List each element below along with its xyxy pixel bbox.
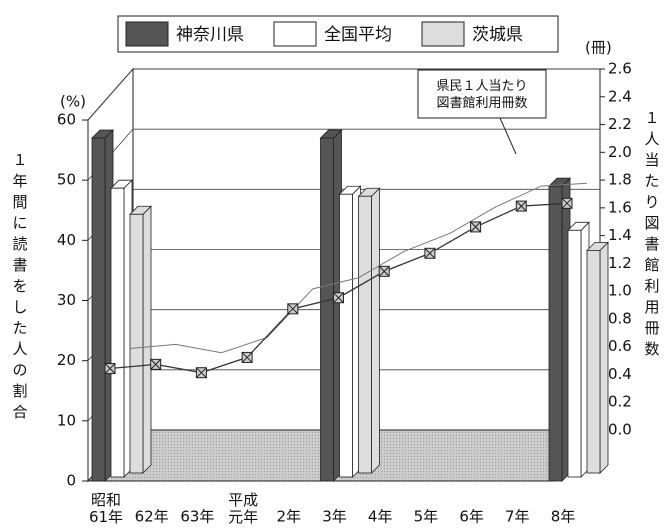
legend-swatch <box>125 21 169 47</box>
y2-tick-label: 0.6 <box>608 337 632 355</box>
line-marker <box>150 358 162 370</box>
y2-tick-label: 2.0 <box>608 143 632 161</box>
line-marker <box>287 303 299 315</box>
annotation-box <box>417 69 547 119</box>
legend-swatch <box>421 21 465 47</box>
y-tick-label: 40 <box>57 231 76 249</box>
line-marker <box>378 265 390 277</box>
line-marker <box>333 292 344 304</box>
line-marker <box>195 367 207 379</box>
y2-tick-label: 0.2 <box>608 393 632 411</box>
line-marker <box>241 351 253 363</box>
legend-label: 神奈川県 <box>176 25 244 45</box>
x-tick-label: 5年 <box>414 508 439 526</box>
line-marker <box>424 247 436 259</box>
bar <box>357 187 381 474</box>
marker-cross <box>104 363 116 374</box>
marker-cross <box>150 359 162 370</box>
marker-cross <box>561 197 573 209</box>
bar-front <box>586 249 601 474</box>
y2-tick-label: 1.0 <box>608 282 632 300</box>
legend-box <box>117 15 559 53</box>
bar <box>129 205 152 474</box>
y2-tick-label: 2.4 <box>608 87 632 105</box>
y2-tick-label: 0.8 <box>608 309 632 327</box>
y2-tick-label: 2.6 <box>608 60 632 78</box>
marker-cross <box>196 367 207 379</box>
marker-cross <box>470 221 481 233</box>
bar-side <box>371 187 380 474</box>
line-marker <box>104 363 116 375</box>
y2-tick-label: 1.6 <box>608 198 632 216</box>
annotation: 県民１人当たり図書館利用冊数 <box>436 79 527 111</box>
bar <box>567 221 590 478</box>
y2-tick-label: 0.4 <box>608 365 632 383</box>
x-tick-label: 4年 <box>368 508 393 526</box>
x-tick-label: 2年 <box>277 508 302 526</box>
line-ribbon <box>129 182 588 354</box>
bar-front <box>91 137 106 482</box>
y-tick-label: 60 <box>57 111 76 129</box>
y2-axis-label: １人当たり図書館利用冊数 <box>644 109 659 358</box>
marker-cross <box>424 247 436 259</box>
marker-cross <box>287 303 299 315</box>
marker-cross <box>333 292 344 304</box>
y2-tick-label: 1.4 <box>608 226 632 244</box>
grid-line <box>87 68 600 121</box>
x-tick-label: 7年 <box>505 508 530 526</box>
y2-unit: (冊) <box>585 39 612 57</box>
line-marker <box>470 221 482 233</box>
y2-tick-label: 2.2 <box>608 115 632 133</box>
legend-swatch <box>273 21 317 47</box>
bar <box>110 179 133 478</box>
bar-front <box>548 185 563 482</box>
y-axis-label: １年間に読書をした人の割合 <box>12 151 27 421</box>
y2-tick-label: 0.0 <box>608 421 632 439</box>
y-unit: (%) <box>60 93 86 111</box>
line-marker <box>561 197 573 209</box>
bar-front <box>567 229 582 478</box>
bar-front <box>320 137 334 482</box>
bar-side <box>599 241 609 474</box>
bar-front <box>358 195 372 474</box>
line-marker <box>515 200 527 212</box>
x-tick-label: 6年 <box>459 508 484 526</box>
bar-front <box>339 193 353 478</box>
x-tick-label: 平成元年 <box>228 491 258 526</box>
y-tick-label: 50 <box>57 171 76 189</box>
bar-front <box>129 213 144 474</box>
marker-cross <box>241 352 253 363</box>
y2-tick-label: 1.2 <box>608 254 632 272</box>
y-tick-label: 30 <box>57 291 76 309</box>
bar <box>338 185 362 478</box>
x-tick-label: 昭和 61年 <box>89 491 123 526</box>
bar <box>586 241 609 474</box>
annotation-arrow <box>499 117 517 155</box>
bar <box>319 129 343 482</box>
y-tick-label: 0 <box>66 472 76 490</box>
marker-cross <box>515 200 527 212</box>
y2-tick-label: 1.8 <box>608 171 632 189</box>
x-tick-label: 3年 <box>322 508 347 526</box>
y-tick-label: 10 <box>57 411 76 429</box>
bar <box>548 177 571 482</box>
legend-label: 全国平均 <box>324 25 392 45</box>
x-tick-label: 8年 <box>551 508 576 526</box>
bar-side <box>142 205 152 474</box>
legend-label: 茨城県 <box>472 25 523 45</box>
x-tick-label: 62年 <box>135 508 169 526</box>
bar-front <box>110 187 125 478</box>
bar <box>91 129 114 482</box>
y-tick-label: 20 <box>57 351 76 369</box>
x-tick-label: 63年 <box>180 508 214 526</box>
marker-cross <box>378 265 390 277</box>
